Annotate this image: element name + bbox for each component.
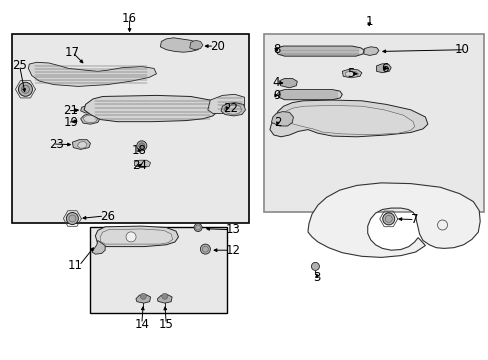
Text: 6: 6 — [381, 62, 388, 75]
Text: 12: 12 — [225, 244, 241, 257]
Polygon shape — [81, 105, 95, 113]
Text: 15: 15 — [159, 318, 173, 330]
Text: 16: 16 — [122, 12, 137, 24]
Polygon shape — [279, 78, 297, 88]
Circle shape — [126, 232, 136, 242]
Circle shape — [194, 224, 202, 231]
Polygon shape — [376, 64, 390, 73]
Circle shape — [200, 244, 210, 254]
Text: 5: 5 — [346, 67, 354, 80]
Polygon shape — [224, 105, 241, 114]
Text: 10: 10 — [454, 43, 468, 56]
Text: 11: 11 — [68, 259, 83, 272]
Polygon shape — [307, 183, 479, 257]
Polygon shape — [279, 105, 414, 135]
Polygon shape — [160, 38, 200, 52]
Circle shape — [69, 215, 76, 222]
Text: 4: 4 — [272, 76, 280, 89]
Polygon shape — [95, 226, 178, 247]
Circle shape — [202, 246, 208, 252]
Polygon shape — [269, 100, 427, 137]
Polygon shape — [136, 294, 150, 303]
Polygon shape — [81, 113, 100, 124]
Circle shape — [195, 225, 200, 230]
Circle shape — [382, 213, 394, 225]
Text: 18: 18 — [132, 144, 146, 157]
Text: 17: 17 — [65, 46, 80, 59]
Polygon shape — [189, 40, 203, 50]
Polygon shape — [207, 94, 244, 113]
Polygon shape — [277, 90, 342, 100]
Circle shape — [19, 82, 32, 96]
Text: 7: 7 — [410, 213, 417, 226]
Circle shape — [437, 220, 447, 230]
Polygon shape — [83, 115, 98, 123]
Polygon shape — [77, 141, 87, 148]
Circle shape — [66, 212, 78, 225]
Polygon shape — [221, 103, 245, 116]
Circle shape — [139, 143, 144, 149]
Circle shape — [21, 85, 29, 93]
Circle shape — [311, 262, 319, 270]
Polygon shape — [345, 71, 358, 77]
Polygon shape — [92, 240, 105, 254]
Text: 24: 24 — [132, 159, 146, 172]
Polygon shape — [100, 229, 172, 244]
Text: 23: 23 — [49, 138, 63, 150]
Bar — [264, 34, 483, 212]
Circle shape — [385, 215, 391, 222]
Text: 25: 25 — [12, 59, 27, 72]
Polygon shape — [84, 95, 217, 122]
Text: 2: 2 — [273, 116, 281, 129]
Circle shape — [162, 293, 167, 299]
Circle shape — [137, 141, 146, 151]
Polygon shape — [363, 47, 378, 55]
Polygon shape — [28, 62, 156, 86]
Text: 9: 9 — [272, 89, 280, 102]
Text: 19: 19 — [63, 116, 79, 129]
Text: 14: 14 — [134, 318, 149, 330]
Polygon shape — [342, 69, 361, 78]
Polygon shape — [134, 160, 150, 168]
Text: 1: 1 — [365, 15, 372, 28]
Text: 13: 13 — [225, 223, 240, 236]
Text: 20: 20 — [210, 40, 224, 53]
Bar — [12, 34, 249, 223]
Text: 3: 3 — [312, 271, 320, 284]
Text: 22: 22 — [223, 102, 238, 114]
Text: 21: 21 — [63, 104, 79, 117]
Text: 26: 26 — [100, 210, 115, 222]
Polygon shape — [72, 140, 90, 149]
Circle shape — [140, 293, 146, 299]
Polygon shape — [271, 112, 293, 126]
Bar — [90, 227, 227, 313]
Polygon shape — [157, 294, 172, 303]
Text: 8: 8 — [272, 43, 280, 56]
Polygon shape — [276, 46, 364, 56]
